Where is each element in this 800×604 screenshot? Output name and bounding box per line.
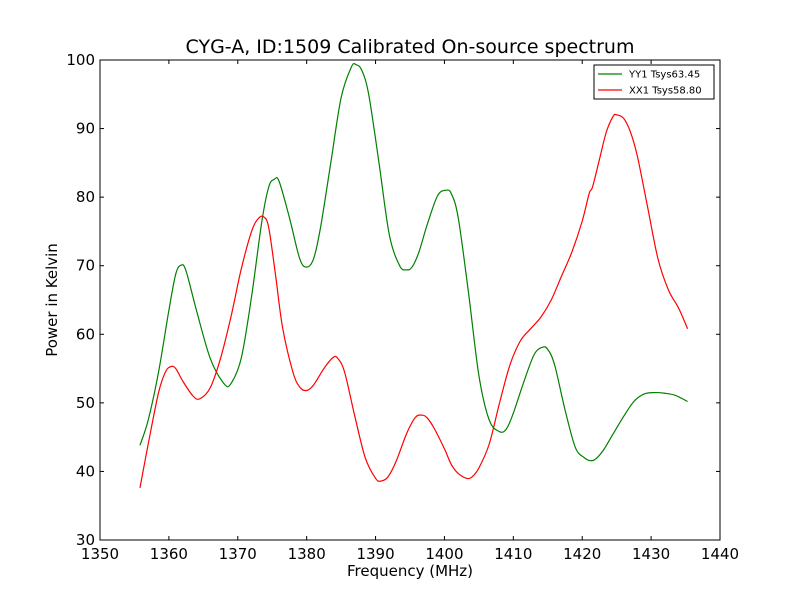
y-tick-label: 100 <box>66 51 95 69</box>
x-tick-label: 1370 <box>219 545 257 563</box>
y-tick-label: 90 <box>76 120 95 138</box>
x-tick-label: 1440 <box>701 545 739 563</box>
x-tick-label: 1350 <box>81 545 119 563</box>
legend-label: XX1 Tsys58.80 <box>629 86 702 97</box>
y-tick-label: 50 <box>76 394 95 412</box>
legend: YY1 Tsys63.45 XX1 Tsys58.80 <box>593 64 715 100</box>
y-tick-label: 30 <box>76 531 95 549</box>
y-tick-label: 40 <box>76 462 95 480</box>
x-tick-label: 1420 <box>563 545 601 563</box>
x-tick-label: 1390 <box>356 545 394 563</box>
series-line-xx1 <box>139 113 689 489</box>
x-tick-label: 1410 <box>494 545 532 563</box>
x-tick-label: 1360 <box>150 545 188 563</box>
legend-label: YY1 Tsys63.45 <box>628 70 700 81</box>
plot-frame <box>99 59 721 541</box>
legend-box <box>593 64 715 100</box>
chart-title: CYG-A, ID:1509 Calibrated On-source spec… <box>186 36 635 58</box>
x-tick-label: 1380 <box>288 545 326 563</box>
y-tick-label: 70 <box>76 257 95 275</box>
x-tick-label: 1430 <box>632 545 670 563</box>
x-tick-label: 1400 <box>425 545 463 563</box>
y-tick-label: 80 <box>76 188 95 206</box>
y-axis-label: Power in Kelvin <box>43 243 61 357</box>
y-tick-label: 60 <box>76 325 95 343</box>
x-axis-label: Frequency (MHz) <box>347 562 473 580</box>
series-line-yy1 <box>139 62 688 462</box>
